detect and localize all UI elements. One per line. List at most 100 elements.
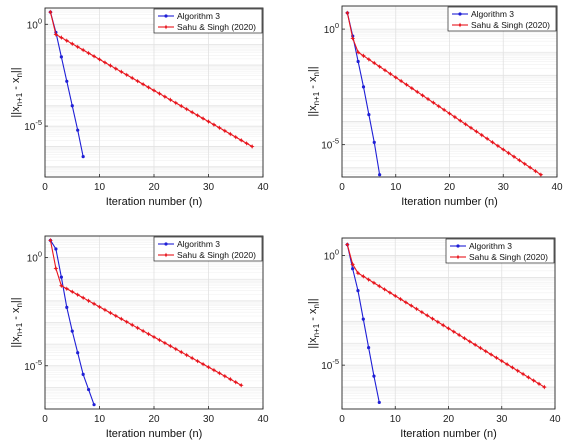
data-point: [393, 75, 399, 80]
y-tick-label: 10-5: [321, 137, 339, 152]
data-point: [75, 292, 81, 298]
legend-marker: [164, 14, 168, 18]
data-point: [355, 49, 361, 55]
y-tick-label: 10-5: [321, 357, 339, 372]
data-point: [515, 368, 521, 374]
data-point: [151, 334, 157, 340]
data-point: [478, 345, 483, 351]
y-axis-label: ||xn+1 - xn||: [307, 66, 321, 116]
data-point: [490, 139, 495, 145]
x-tick-label: 0: [42, 414, 48, 425]
data-point: [355, 270, 361, 276]
x-axis-label: Iteration number (n): [401, 196, 498, 208]
legend-entry: Sahu & Singh (2020): [158, 250, 256, 260]
x-tick-label: 40: [257, 414, 269, 425]
y-tick-label: 100: [324, 248, 339, 263]
data-point: [65, 79, 69, 83]
data-point: [217, 370, 222, 376]
data-point: [81, 372, 85, 376]
y-tick-label: 10-5: [24, 118, 42, 133]
data-point: [371, 60, 377, 66]
data-point: [129, 322, 135, 328]
data-point: [91, 301, 97, 307]
data-point: [97, 304, 102, 310]
data-point: [80, 295, 86, 301]
data-point: [233, 379, 239, 385]
legend-entry: Algorithm 3: [452, 9, 514, 19]
data-point: [189, 109, 195, 115]
data-point: [76, 351, 80, 355]
data-point: [227, 131, 233, 137]
data-point: [484, 136, 490, 142]
data-point: [488, 352, 494, 357]
data-point: [97, 56, 102, 62]
x-tick-label: 30: [496, 414, 508, 425]
data-point: [344, 242, 350, 247]
data-point: [382, 67, 388, 73]
y-axis-label: ||xn+1 - xn||: [307, 298, 321, 348]
x-tick-label: 20: [148, 414, 160, 425]
data-point: [233, 134, 239, 140]
legend-entry: Sahu & Singh (2020): [450, 252, 548, 262]
data-point: [473, 129, 479, 134]
data-point: [69, 41, 75, 47]
data-point: [86, 50, 91, 56]
data-point: [495, 143, 501, 149]
chart-panel-1: 0 10 20 30 40 100 10-5 Iteration number (n) ||xn…: [10, 7, 269, 208]
data-point: [58, 283, 64, 289]
x-axis-label: Iteration number (n): [400, 428, 497, 440]
legend-marker: [163, 24, 169, 30]
data-point: [452, 114, 458, 120]
x-tick-label: 30: [203, 414, 215, 425]
legend-label: Sahu & Singh (2020): [177, 22, 256, 32]
y-tick-label: 100: [27, 250, 42, 265]
data-point: [173, 346, 179, 352]
data-point: [525, 374, 531, 380]
series-algorithm-3: [48, 238, 96, 407]
legend-entry: Algorithm 3: [158, 11, 220, 21]
x-tick-label: 40: [551, 182, 563, 193]
data-point: [356, 289, 360, 293]
data-point: [510, 365, 515, 370]
data-point: [541, 384, 547, 390]
data-point: [135, 325, 141, 331]
data-point: [451, 329, 457, 335]
data-point: [91, 53, 97, 59]
data-point: [409, 85, 415, 91]
data-point: [53, 266, 59, 271]
data-point: [457, 118, 463, 124]
legend-label: Sahu & Singh (2020): [471, 20, 550, 30]
data-point: [538, 172, 544, 178]
data-point: [398, 78, 404, 84]
legend-label: Algorithm 3: [177, 239, 220, 249]
y-axis-label: ||xn+1 - xn||: [10, 67, 24, 117]
data-point: [377, 400, 381, 405]
data-point: [408, 303, 414, 309]
data-point: [536, 381, 542, 387]
legend-box: [447, 6, 557, 32]
data-point: [436, 103, 442, 109]
data-point: [140, 81, 146, 87]
chart-panel-3: 0 10 20 30 40 100 10-5 Iteration number (n) ||xn…: [10, 235, 269, 440]
y-tick-label: 100: [27, 16, 42, 31]
legend-marker: [456, 244, 460, 248]
data-point: [441, 107, 447, 113]
legend-entry: Sahu & Singh (2020): [452, 20, 550, 30]
data-point: [124, 319, 130, 325]
data-point: [135, 78, 141, 84]
legend-label: Algorithm 3: [469, 241, 512, 251]
data-point: [403, 299, 409, 305]
data-point: [64, 286, 70, 292]
legend-marker: [164, 242, 168, 246]
data-point: [366, 277, 372, 282]
data-point: [217, 125, 222, 131]
data-point: [468, 125, 474, 131]
data-point: [118, 69, 124, 75]
x-tick-label: 0: [339, 182, 345, 193]
y-tick-label: 10-5: [24, 358, 42, 373]
x-tick-label: 20: [148, 182, 160, 193]
legend-marker: [458, 12, 462, 16]
legend-marker: [163, 252, 169, 258]
